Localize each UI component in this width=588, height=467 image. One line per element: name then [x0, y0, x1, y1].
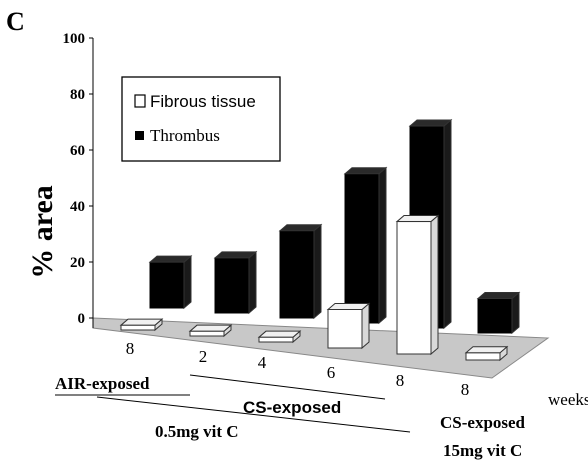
- panel-label: C: [6, 7, 25, 36]
- bar-fibrous-0-top: [119, 318, 164, 326]
- bar-thrombus-2: [278, 223, 323, 320]
- y-tick-label-100: 100: [63, 31, 86, 47]
- bar-fibrous-5-front: [465, 352, 501, 361]
- bar-fibrous-0: [119, 318, 164, 332]
- bar-fibrous-3: [326, 302, 371, 350]
- bar-thrombus-0: [148, 254, 193, 310]
- bar-thrombus-2-top: [278, 224, 323, 232]
- legend: Fibrous tissue Thrombus: [121, 76, 281, 162]
- bar-thrombus-0-front: [149, 261, 185, 309]
- x-axis-label: weeks: [548, 390, 588, 409]
- bar-fibrous-2-top: [257, 330, 302, 338]
- category-label-4: 8: [396, 371, 405, 390]
- group-label-high-dose: 15mg vit C: [443, 441, 522, 460]
- bar-thrombus-5-side: [511, 291, 520, 335]
- bar-fibrous-1-top: [188, 324, 233, 332]
- bar-thrombus-0-top: [148, 255, 193, 263]
- group-label-cs: CS-exposed: [243, 398, 341, 417]
- group-annotations: AIR-exposed CS-exposed 0.5mg vit C CS-ex…: [55, 374, 526, 460]
- bar-thrombus-3-front: [344, 173, 380, 324]
- x-axis-categories: 8 2 4 6 8 8: [126, 339, 470, 399]
- bar-fibrous-5-top: [464, 346, 509, 354]
- bar-fibrous-3-side: [361, 302, 370, 350]
- legend-swatch-fibrous: [134, 94, 146, 108]
- bar-fibrous-4-front: [396, 221, 432, 355]
- group-label-low-dose: 0.5mg vit C: [155, 422, 239, 441]
- group-line-cs: [189, 374, 386, 400]
- bar-fibrous-1-front: [189, 330, 225, 337]
- bar-thrombus-2-side: [313, 223, 322, 320]
- bar-fibrous-3-front: [327, 308, 363, 349]
- bar-thrombus-4-top: [408, 119, 453, 127]
- bar-fibrous-4-top: [395, 215, 440, 223]
- bar-fibrous-3-top: [326, 302, 371, 310]
- bar-thrombus-3-side: [378, 166, 387, 325]
- bar-fibrous-5: [464, 345, 509, 362]
- bar-fibrous-2: [257, 330, 302, 344]
- y-axis: 0 20 40 60 80 100: [63, 31, 94, 328]
- bar-fibrous-0-front: [120, 324, 156, 331]
- category-label-3: 6: [327, 363, 336, 382]
- group-label-air: AIR-exposed: [55, 374, 150, 393]
- bar-thrombus-5-top: [476, 292, 521, 300]
- legend-label-thrombus: Thrombus: [150, 126, 220, 145]
- bar-thrombus-1-front: [214, 257, 250, 314]
- bar-thrombus-5-front: [477, 298, 513, 334]
- bar-thrombus-3-top: [343, 167, 388, 175]
- legend-label-fibrous: Fibrous tissue: [150, 92, 256, 111]
- bar-thrombus-2-front: [279, 230, 315, 319]
- bar-fibrous-4-side: [430, 214, 439, 356]
- category-label-1: 2: [199, 347, 208, 366]
- group-label-cs2: CS-exposed: [440, 413, 526, 432]
- category-label-2: 4: [258, 353, 267, 372]
- bar-thrombus-4-side: [443, 118, 452, 330]
- category-label-0: 8: [126, 339, 135, 358]
- bar-thrombus-1: [213, 250, 258, 315]
- legend-swatch-thrombus: [135, 131, 144, 140]
- y-tick-label-0: 0: [78, 311, 86, 327]
- y-tick-label-60: 60: [70, 143, 85, 159]
- bar-thrombus-3: [343, 166, 388, 325]
- legend-box: [121, 76, 281, 162]
- y-tick-label-40: 40: [70, 199, 85, 215]
- y-tick-label-20: 20: [70, 255, 85, 271]
- y-axis-label: % area: [26, 185, 59, 279]
- category-label-5: 8: [461, 380, 470, 399]
- bar-fibrous-1: [188, 324, 233, 338]
- bar-thrombus-5: [476, 291, 521, 335]
- bar-thrombus-1-top: [213, 251, 258, 259]
- y-tick-label-80: 80: [70, 87, 85, 103]
- bar-fibrous-4: [395, 214, 440, 356]
- bar-thrombus-0-side: [183, 254, 192, 310]
- group-line-low-dose: [96, 396, 411, 433]
- bar-fibrous-2-front: [258, 336, 294, 343]
- bars: [119, 118, 521, 362]
- bar-thrombus-1-side: [248, 250, 257, 315]
